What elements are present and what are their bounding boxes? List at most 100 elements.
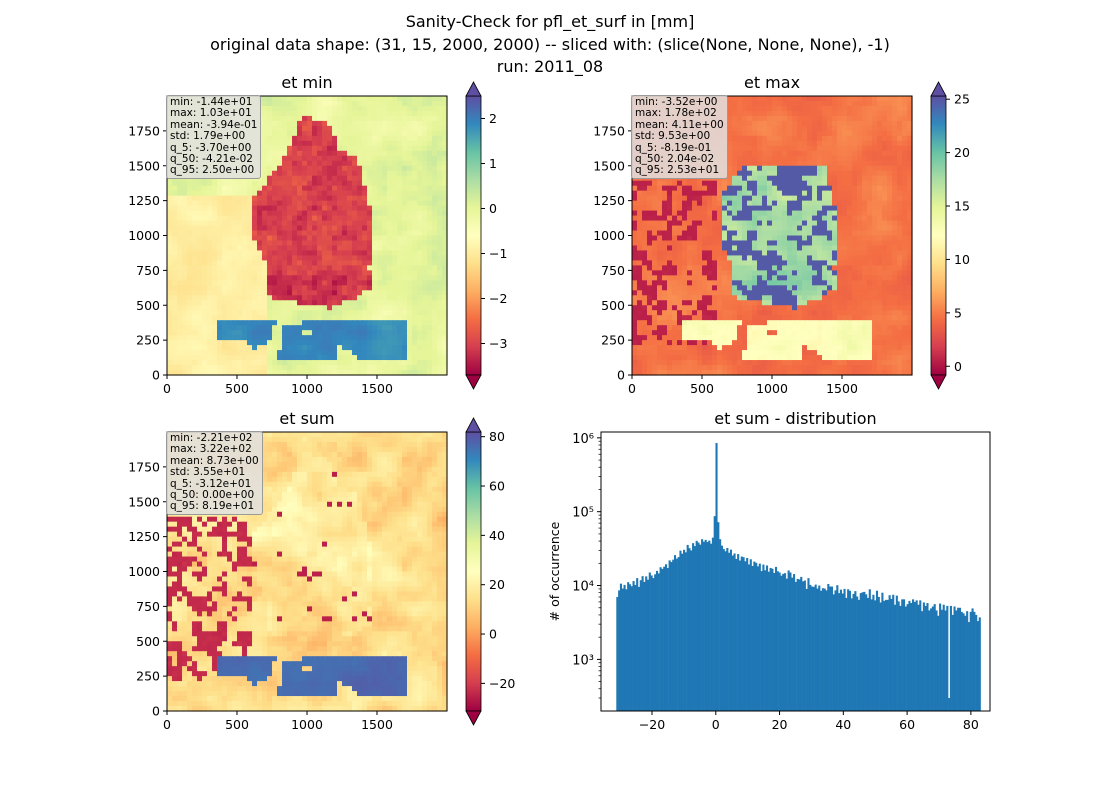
heatmap-cell xyxy=(372,100,378,107)
heatmap-cell xyxy=(357,295,363,301)
heatmap-cell xyxy=(252,255,258,262)
heatmap-cell xyxy=(307,290,313,296)
heatmap-cell xyxy=(727,165,733,172)
heatmap-cell xyxy=(262,310,268,316)
heatmap-cell xyxy=(817,190,823,197)
heatmap-cell xyxy=(757,140,763,147)
heatmap-cell xyxy=(367,120,373,127)
heatmap-cell xyxy=(347,140,353,147)
heatmap-cell xyxy=(697,180,703,187)
heatmap-cell xyxy=(367,210,373,217)
heatmap-cell xyxy=(242,210,248,217)
heatmap-cell xyxy=(272,265,278,271)
heatmap-cell xyxy=(907,115,913,122)
heatmap-cell xyxy=(202,195,208,202)
heatmap-cell xyxy=(402,315,408,321)
heatmap-cell xyxy=(372,175,378,182)
heatmap-cell xyxy=(802,120,808,127)
heatmap-cell xyxy=(397,125,403,132)
heatmap-cell xyxy=(222,300,228,306)
heatmap-cell xyxy=(442,115,448,122)
heatmap-cell xyxy=(652,235,658,242)
heatmap-cell xyxy=(412,165,418,172)
heatmap-cell xyxy=(292,355,298,361)
heatmap-cell xyxy=(262,220,268,227)
heatmap-cell xyxy=(767,185,773,192)
heatmap-cell xyxy=(827,240,833,247)
heatmap-cell xyxy=(882,205,888,212)
heatmap-cell xyxy=(177,245,183,252)
heatmap-cell xyxy=(232,305,238,311)
heatmap-cell xyxy=(707,240,713,247)
heatmap-cell xyxy=(182,205,188,212)
heatmap-cell xyxy=(167,230,173,237)
heatmap-cell xyxy=(702,180,708,187)
heatmap-cell xyxy=(737,165,743,172)
heatmap-cell xyxy=(367,155,373,162)
heatmap-cell xyxy=(397,100,403,107)
heatmap-cell xyxy=(767,215,773,222)
heatmap-cell xyxy=(282,165,288,172)
heatmap-cell xyxy=(367,205,373,212)
heatmap-cell xyxy=(757,96,763,102)
heatmap-cell xyxy=(372,270,378,276)
heatmap-cell xyxy=(392,310,398,316)
heatmap-cell xyxy=(172,275,178,281)
heatmap-cell xyxy=(747,135,753,142)
heatmap-cell xyxy=(302,120,308,127)
heatmap-cell xyxy=(772,225,778,232)
heatmap-cell xyxy=(817,205,823,212)
heatmap-cell xyxy=(427,130,433,137)
heatmap-cell xyxy=(242,345,248,351)
heatmap-cell xyxy=(637,240,643,247)
heatmap-cell xyxy=(662,225,668,232)
heatmap-cell xyxy=(372,345,378,351)
heatmap-cell xyxy=(182,195,188,202)
heatmap-cell xyxy=(407,330,413,336)
heatmap-cell xyxy=(202,240,208,247)
heatmap-cell xyxy=(427,345,433,351)
heatmap-cell xyxy=(302,185,308,192)
heatmap-cell xyxy=(442,225,448,232)
heatmap-cell xyxy=(352,195,358,202)
heatmap-cell xyxy=(322,270,328,276)
heatmap-cell xyxy=(437,125,443,132)
heatmap-cell xyxy=(357,150,363,157)
heatmap-cell xyxy=(282,175,288,182)
heatmap-cell xyxy=(387,365,393,371)
heatmap-cell xyxy=(802,110,808,117)
heatmap-cell xyxy=(242,245,248,252)
heatmap-cell xyxy=(857,240,863,247)
heatmap-cell xyxy=(357,140,363,147)
heatmap-cell xyxy=(217,275,223,281)
heatmap-cell xyxy=(357,195,363,202)
heatmap-cell xyxy=(167,330,173,336)
heatmap-cell xyxy=(177,290,183,296)
heatmap-cell xyxy=(277,225,283,232)
heatmap-cell xyxy=(312,245,318,252)
heatmap-cell xyxy=(387,240,393,247)
heatmap-cell xyxy=(287,345,293,351)
heatmap-cell xyxy=(367,225,373,232)
heatmap-cell xyxy=(272,320,278,326)
heatmap-cell xyxy=(267,320,273,326)
heatmap-cell xyxy=(792,235,798,242)
heatmap-cell xyxy=(417,190,423,197)
heatmap-cell xyxy=(902,120,908,127)
heatmap-cell xyxy=(352,200,358,207)
heatmap-cell xyxy=(742,160,748,167)
heatmap-cell xyxy=(167,355,173,361)
heatmap-cell xyxy=(632,220,638,227)
heatmap-cell xyxy=(337,355,343,361)
heatmap-cell xyxy=(317,350,323,356)
heatmap-cell xyxy=(767,115,773,122)
heatmap-cell xyxy=(427,220,433,227)
heatmap-cell xyxy=(847,200,853,207)
heatmap-cell xyxy=(352,145,358,152)
heatmap-cell xyxy=(887,210,893,217)
heatmap-cell xyxy=(817,230,823,237)
heatmap-cell xyxy=(302,240,308,247)
heatmap-cell xyxy=(347,295,353,301)
heatmap-cell xyxy=(212,260,218,266)
heatmap-cell xyxy=(882,105,888,112)
